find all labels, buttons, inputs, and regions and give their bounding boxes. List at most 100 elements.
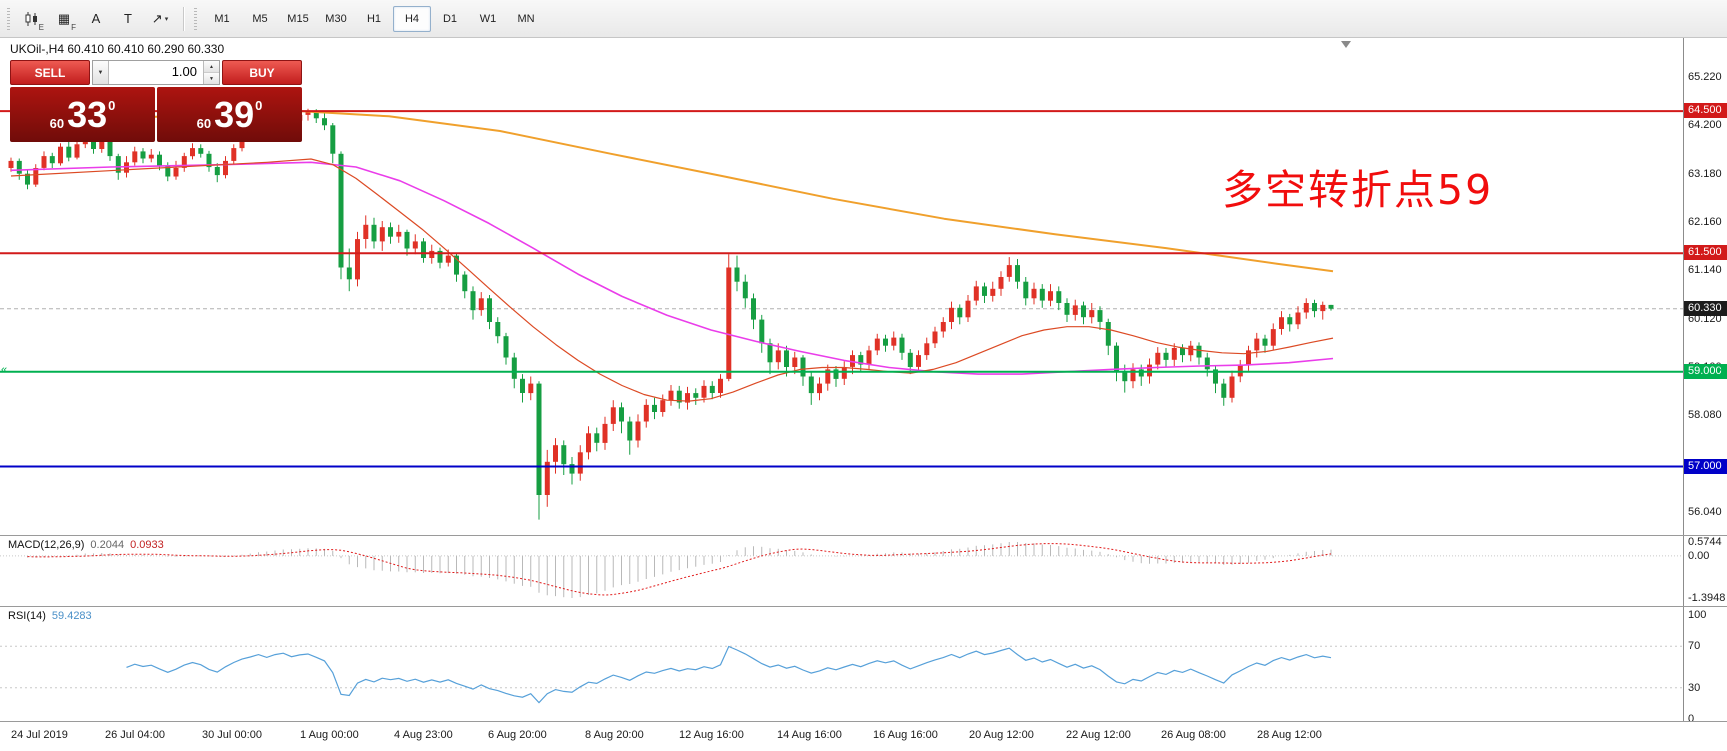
toolbar-icon-group: E ▦ F A T ↗ ▾ bbox=[16, 5, 176, 33]
timeframe-button-m5[interactable]: M5 bbox=[252, 12, 268, 25]
rsi-line bbox=[126, 645, 1332, 704]
rsi-axis-100: 100 bbox=[1688, 609, 1707, 621]
volume-field: ▼ 1.00 ▲ ▼ bbox=[92, 60, 220, 85]
timeframe-button-d1[interactable]: D1 bbox=[442, 12, 458, 25]
price-axis-label: 61.140 bbox=[1688, 264, 1722, 276]
time-axis-label: 30 Jul 00:00 bbox=[202, 729, 262, 741]
chart-shift-marker-icon[interactable] bbox=[1341, 41, 1351, 48]
one-click-trade-panel: SELL ▼ 1.00 ▲ ▼ BUY 60 33 0 bbox=[10, 60, 302, 142]
ask-big-digits: 39 bbox=[214, 93, 255, 135]
time-axis-label: 12 Aug 16:00 bbox=[679, 729, 744, 741]
main-price-chart[interactable] bbox=[0, 38, 1683, 535]
dropdown-caret-icon: ▾ bbox=[164, 15, 169, 23]
rsi-value: 59.4283 bbox=[51, 610, 92, 622]
volume-spin-up-icon[interactable]: ▲ bbox=[204, 61, 219, 73]
macd-name: MACD(12,26,9) bbox=[8, 539, 85, 551]
price-axis-label: 60.120 bbox=[1688, 313, 1722, 325]
timeframe-button-h4[interactable]: H4 bbox=[393, 5, 431, 32]
time-axis-label: 26 Aug 08:00 bbox=[1161, 729, 1226, 741]
time-axis-label: 14 Aug 16:00 bbox=[777, 729, 842, 741]
text-label-tool-icon-glyph: A bbox=[91, 11, 101, 26]
text-label-tool-icon[interactable]: A bbox=[80, 5, 112, 33]
textbox-tool-icon[interactable]: T bbox=[112, 5, 144, 33]
price-badge-64.500: 64.500 bbox=[1684, 103, 1727, 118]
ask-sup-digit: 0 bbox=[255, 98, 263, 113]
rsi-indicator-panel[interactable] bbox=[0, 607, 1683, 721]
symbol-ohlc-label: UKOil-,H4 60.410 60.410 60.290 60.330 bbox=[10, 42, 225, 56]
rsi-timeaxis-separator bbox=[0, 721, 1727, 722]
volume-value[interactable]: 1.00 bbox=[171, 64, 197, 79]
timeframe-button-mn[interactable]: MN bbox=[517, 12, 535, 25]
time-axis[interactable]: 24 Jul 2019 26 Jul 04:00 30 Jul 00:00 1 Aug… bbox=[0, 722, 1727, 751]
candles bbox=[8, 108, 1334, 520]
candlestick-glyph bbox=[25, 11, 37, 26]
toolbar-drag-handle[interactable] bbox=[7, 7, 10, 30]
textbox-tool-icon-glyph: T bbox=[124, 11, 132, 26]
price-axis-label: 65.220 bbox=[1688, 71, 1722, 83]
chart-area: UKOil-,H4 60.410 60.410 60.290 60.330 SE… bbox=[0, 38, 1683, 535]
current-price-badge: 60.330 bbox=[1684, 301, 1727, 316]
time-axis-label: 28 Aug 12:00 bbox=[1257, 729, 1322, 741]
ask-prefix: 60 bbox=[196, 116, 212, 131]
ma-line-fast-red bbox=[10, 158, 1334, 402]
time-axis-label: 4 Aug 23:00 bbox=[394, 729, 453, 741]
macd-indicator-label: MACD(12,26,9) 0.2044 0.0933 bbox=[8, 539, 164, 551]
chart-annotation-text: 多空转折点59 bbox=[1222, 166, 1494, 214]
rsi-name: RSI(14) bbox=[8, 610, 46, 622]
bid-big-digits: 33 bbox=[67, 93, 108, 135]
price-badge-61.500: 61.500 bbox=[1684, 245, 1727, 260]
timeframe-toolbar-drag-handle[interactable] bbox=[194, 7, 197, 30]
price-axis-label: 62.160 bbox=[1688, 216, 1722, 228]
time-axis-label: 20 Aug 12:00 bbox=[969, 729, 1034, 741]
chart-macd-separator[interactable] bbox=[0, 535, 1727, 536]
volume-dropdown-icon[interactable]: ▼ bbox=[93, 61, 109, 84]
buy-button[interactable]: BUY bbox=[222, 60, 302, 85]
timeframe-button-m15[interactable]: M15 bbox=[287, 12, 309, 25]
indicator-grid-icon-sub-label: F bbox=[71, 22, 76, 32]
candlestick-chart-icon[interactable]: E bbox=[16, 5, 48, 33]
bid-sup-digit: 0 bbox=[108, 98, 116, 113]
macd-main-value: 0.2044 bbox=[90, 539, 125, 551]
rsi-axis-70: 70 bbox=[1688, 640, 1701, 652]
time-axis-label: 24 Jul 2019 bbox=[11, 729, 68, 741]
rsi-axis-30: 30 bbox=[1688, 682, 1701, 694]
hline-59-right-arrow-icon: « bbox=[1717, 364, 1724, 376]
price-axis[interactable]: 65.22064.20063.18062.16061.14060.12059.1… bbox=[1683, 38, 1727, 725]
sell-button[interactable]: SELL bbox=[10, 60, 90, 85]
indicator-grid-icon[interactable]: ▦ F bbox=[48, 5, 80, 33]
bid-price-display: 60 33 0 bbox=[10, 87, 155, 142]
macd-rsi-separator[interactable] bbox=[0, 606, 1727, 607]
volume-spin-down-icon[interactable]: ▼ bbox=[204, 73, 219, 84]
bid-prefix: 60 bbox=[49, 116, 65, 131]
price-axis-label: 64.200 bbox=[1688, 119, 1722, 131]
timeframe-button-h1[interactable]: H1 bbox=[366, 12, 382, 25]
price-axis-label: 58.080 bbox=[1688, 409, 1722, 421]
draw-arrow-tool-icon[interactable]: ↗ ▾ bbox=[144, 5, 176, 33]
price-badge-57.000: 57.000 bbox=[1684, 459, 1727, 474]
toolbar-separator bbox=[183, 6, 184, 31]
rsi-indicator-label: RSI(14) 59.4283 bbox=[8, 610, 92, 622]
trade-panel-controls: SELL ▼ 1.00 ▲ ▼ BUY bbox=[10, 60, 302, 85]
ask-price-display: 60 39 0 bbox=[157, 87, 302, 142]
macd-signal-line bbox=[27, 543, 1332, 596]
indicator-grid-icon-glyph: ▦ bbox=[57, 10, 71, 26]
timeframe-button-w1[interactable]: W1 bbox=[479, 12, 497, 25]
draw-arrow-tool-icon-glyph: ↗ bbox=[151, 10, 163, 26]
candlestick-chart-icon-sub-label: E bbox=[38, 22, 44, 32]
macd-signal-value: 0.0933 bbox=[130, 539, 164, 551]
time-axis-label: 8 Aug 20:00 bbox=[585, 729, 644, 741]
macd-axis-max: 0.5744 bbox=[1688, 536, 1722, 548]
hline-59-left-arrow-icon: « bbox=[1, 364, 8, 376]
ma-line-medium-magenta bbox=[10, 161, 1334, 375]
timeframe-button-m1[interactable]: M1 bbox=[214, 12, 230, 25]
timeframe-button-m30[interactable]: M30 bbox=[325, 12, 347, 25]
toolbar: E ▦ F A T ↗ ▾ M1 M5 M15 M30 H1 H4 D1 W1 MN bbox=[0, 0, 1727, 38]
macd-indicator-panel[interactable] bbox=[0, 536, 1683, 606]
macd-histogram bbox=[27, 542, 1332, 598]
macd-axis-min: -1.3948 bbox=[1688, 592, 1726, 604]
price-axis-label: 63.180 bbox=[1688, 168, 1722, 180]
timeframe-button-group: M1 M5 M15 M30 H1 H4 D1 W1 MN bbox=[203, 5, 545, 32]
trade-panel-quotes: 60 33 0 60 39 0 bbox=[10, 87, 302, 142]
time-axis-label: 26 Jul 04:00 bbox=[105, 729, 165, 741]
